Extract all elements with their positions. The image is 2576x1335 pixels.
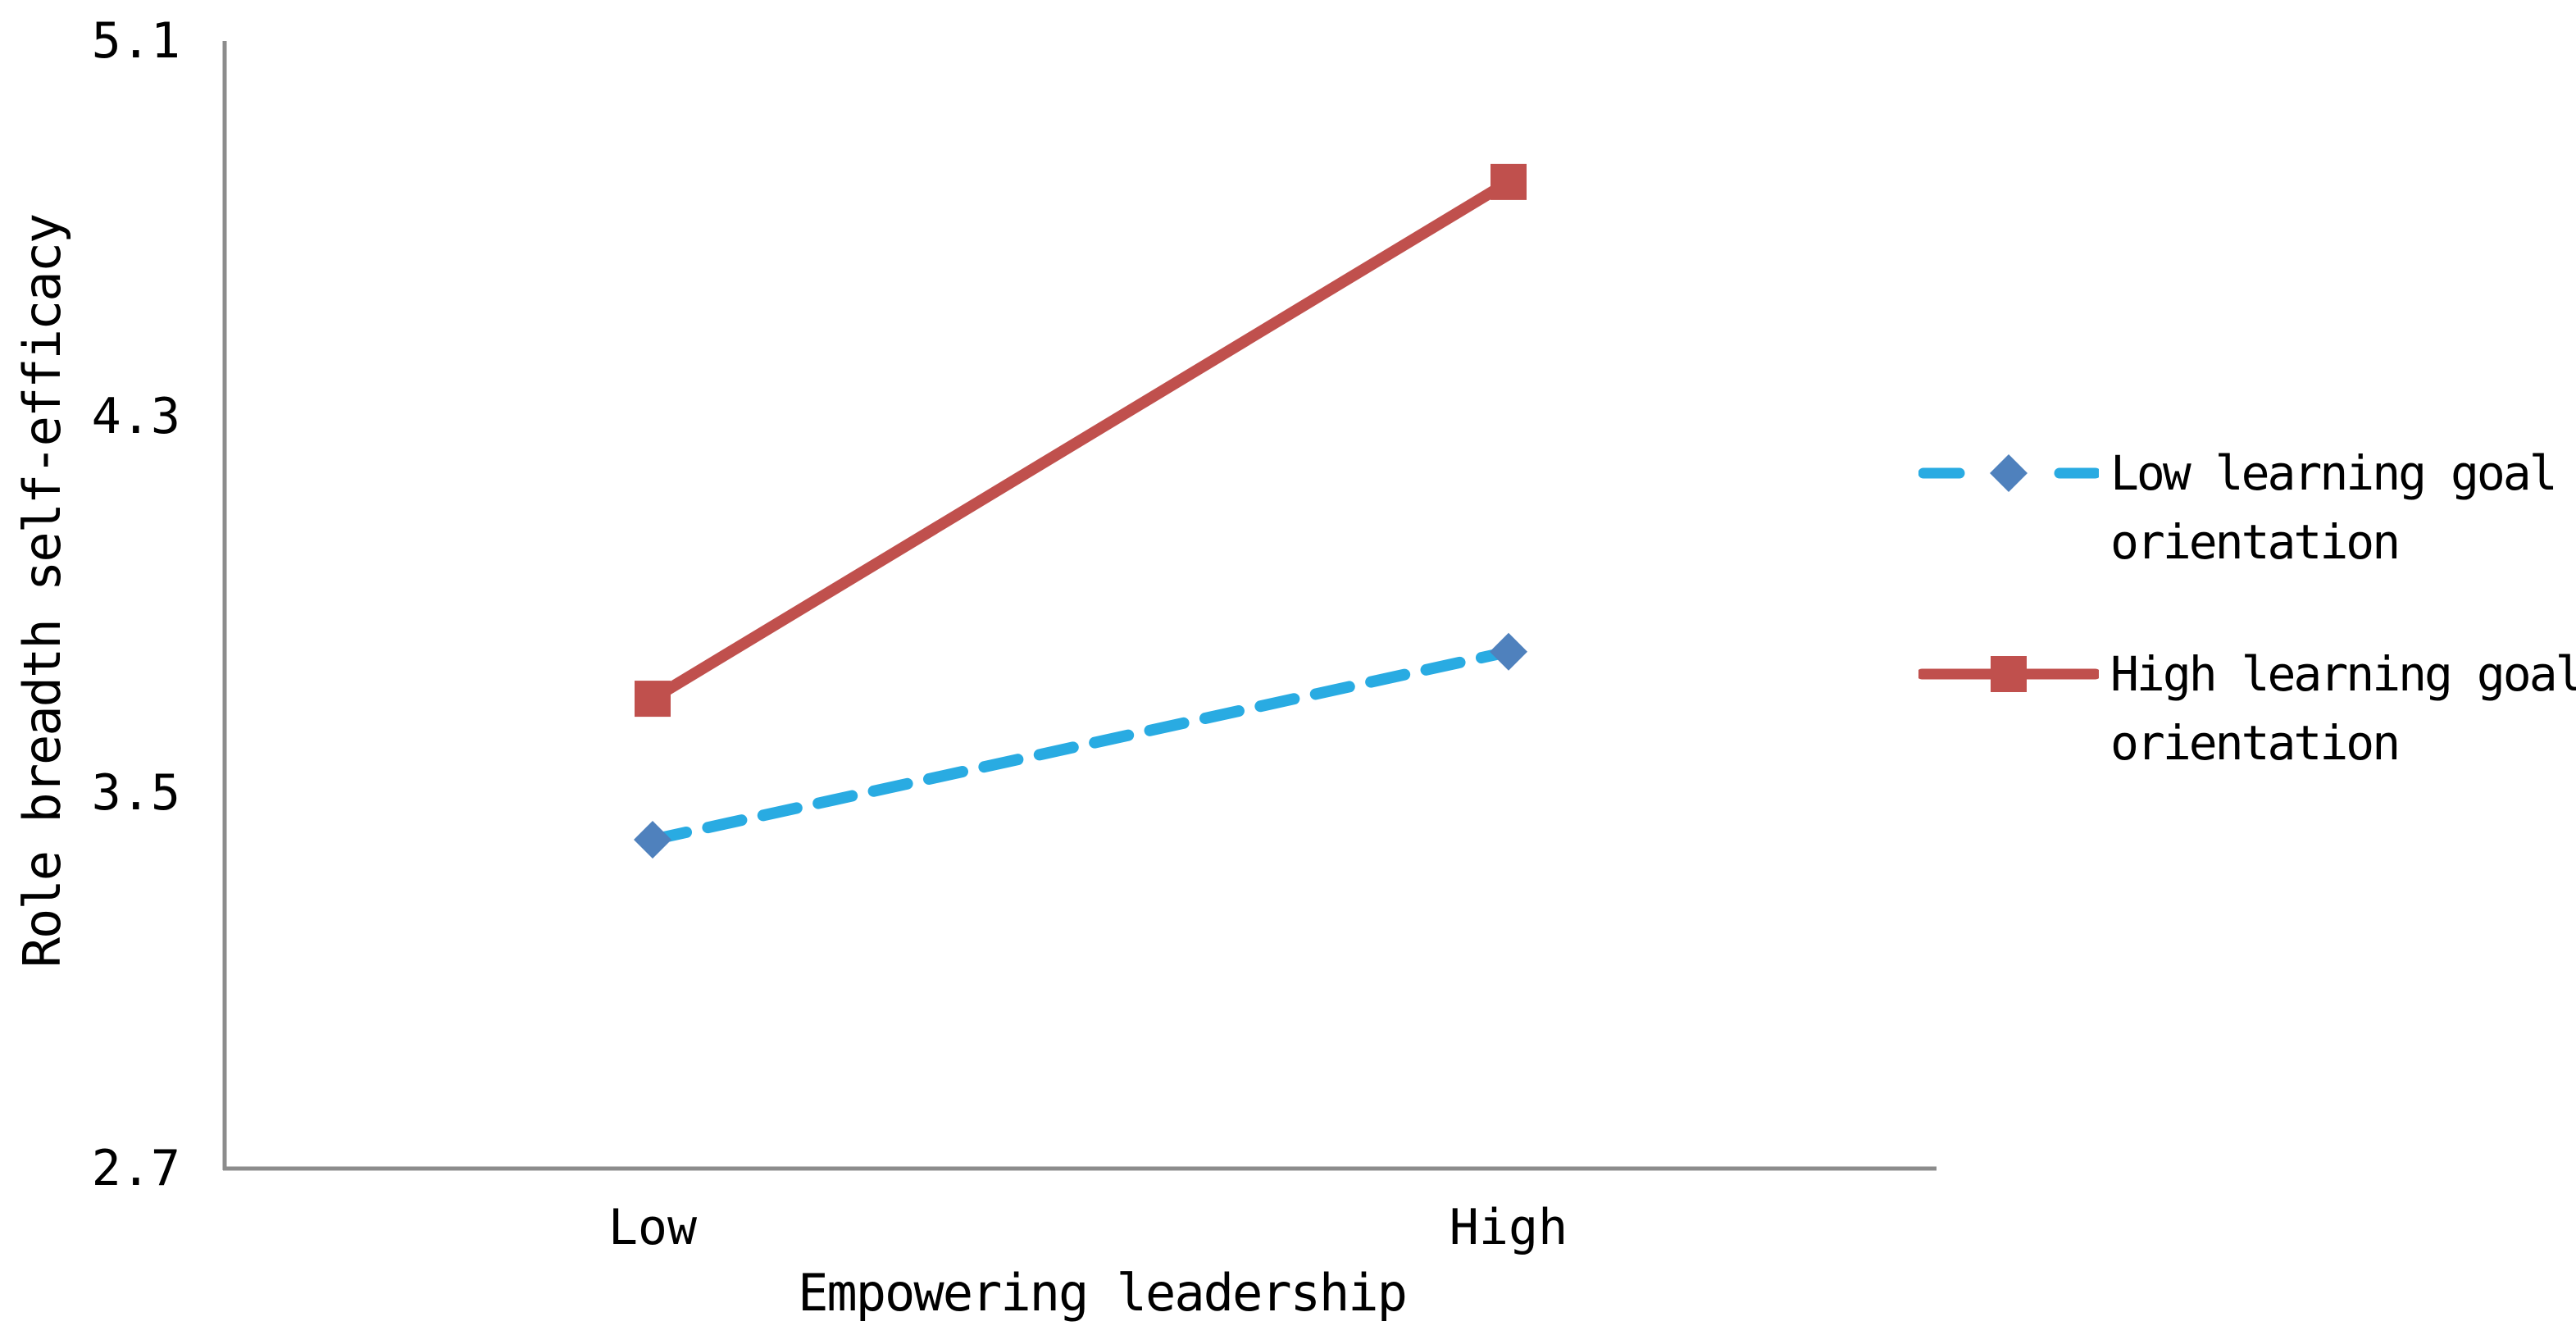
- legend-label-low: Low learning goal orientation: [2110, 439, 2558, 576]
- y-tick-label: 2.7: [91, 1140, 180, 1197]
- legend-square-marker: [1991, 656, 2027, 692]
- x-tick-label: Low: [608, 1199, 698, 1256]
- legend-label-line: High learning goal: [2110, 646, 2576, 702]
- legend-item-low-learning-goal: Low learning goal orientation: [1918, 439, 2558, 576]
- x-axis-title: Empowering leadership: [798, 1263, 1408, 1323]
- data-point-diamond-marker: [1490, 632, 1527, 671]
- data-point-square-marker: [635, 681, 671, 718]
- x-tick-label: High: [1449, 1199, 1568, 1256]
- legend-key-dashed-diamond: [1918, 454, 2099, 492]
- legend-item-high-learning-goal: High learning goal orientation: [1918, 640, 2576, 777]
- y-tick-label: 5.1: [91, 12, 180, 70]
- data-point-square-marker: [1491, 163, 1527, 200]
- y-tick-label: 3.5: [91, 763, 180, 822]
- legend-label-line: Low learning goal: [2110, 445, 2558, 501]
- legend-label-high: High learning goal orientation: [2110, 640, 2576, 777]
- series-line-high: [649, 176, 1512, 704]
- y-tick-label: 4.3: [91, 388, 180, 446]
- y-axis-title: Role breadth self-efficacy: [12, 214, 72, 968]
- legend-key-solid-square: [1918, 656, 2099, 692]
- legend-diamond-marker: [1990, 454, 2028, 492]
- legend-label-line: orientation: [2110, 715, 2401, 771]
- series-line-low: [647, 645, 1514, 845]
- data-point-diamond-marker: [634, 820, 671, 859]
- legend-label-line: orientation: [2110, 514, 2401, 570]
